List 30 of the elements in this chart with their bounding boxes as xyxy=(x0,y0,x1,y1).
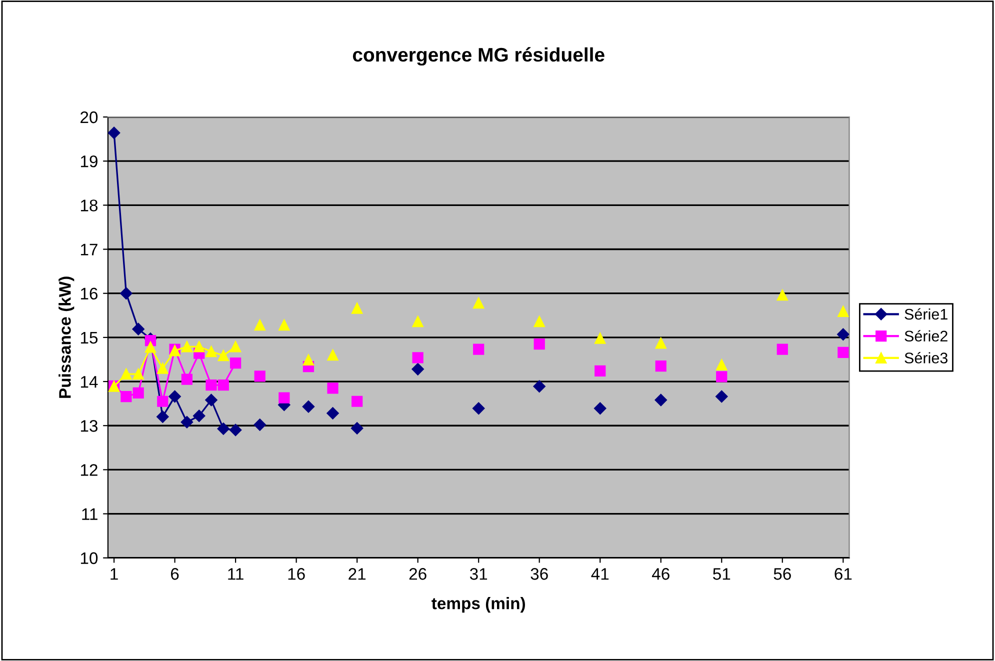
y-axis-title: Puissance (kW) xyxy=(58,276,74,398)
x-tick-label: 41 xyxy=(591,568,609,580)
y-tick-label: 16 xyxy=(80,288,98,300)
legend-label: Série2 xyxy=(904,330,948,342)
chart-title: convergence MG résiduelle xyxy=(352,47,604,66)
y-tick-label: 12 xyxy=(80,464,98,476)
y-tick-label: 13 xyxy=(80,420,98,432)
y-tick-label: 15 xyxy=(80,332,98,344)
x-tick-label: 1 xyxy=(110,568,118,580)
legend-label: Série1 xyxy=(904,308,948,320)
x-tick-label: 36 xyxy=(530,568,548,580)
y-tick-label: 14 xyxy=(80,376,98,388)
x-tick-label: 6 xyxy=(171,568,179,580)
x-tick-label: 61 xyxy=(834,568,852,580)
x-tick-label: 11 xyxy=(228,568,244,580)
y-tick-label: 11 xyxy=(82,508,98,520)
x-tick-label: 31 xyxy=(470,568,488,580)
legend-label: Série3 xyxy=(904,352,948,364)
x-tick-label: 46 xyxy=(652,568,670,580)
x-tick-label: 51 xyxy=(713,568,730,580)
y-tick-label: 17 xyxy=(80,244,98,256)
x-tick-label: 21 xyxy=(348,568,366,580)
y-tick-label: 10 xyxy=(80,552,98,564)
x-tick-label: 56 xyxy=(774,568,791,580)
y-tick-label: 20 xyxy=(80,111,98,124)
x-tick-label: 16 xyxy=(288,568,305,580)
x-tick-label: 26 xyxy=(409,568,426,580)
y-tick-label: 18 xyxy=(80,200,98,212)
x-axis-title: temps (min) xyxy=(432,597,525,613)
y-tick-label: 19 xyxy=(80,155,98,168)
